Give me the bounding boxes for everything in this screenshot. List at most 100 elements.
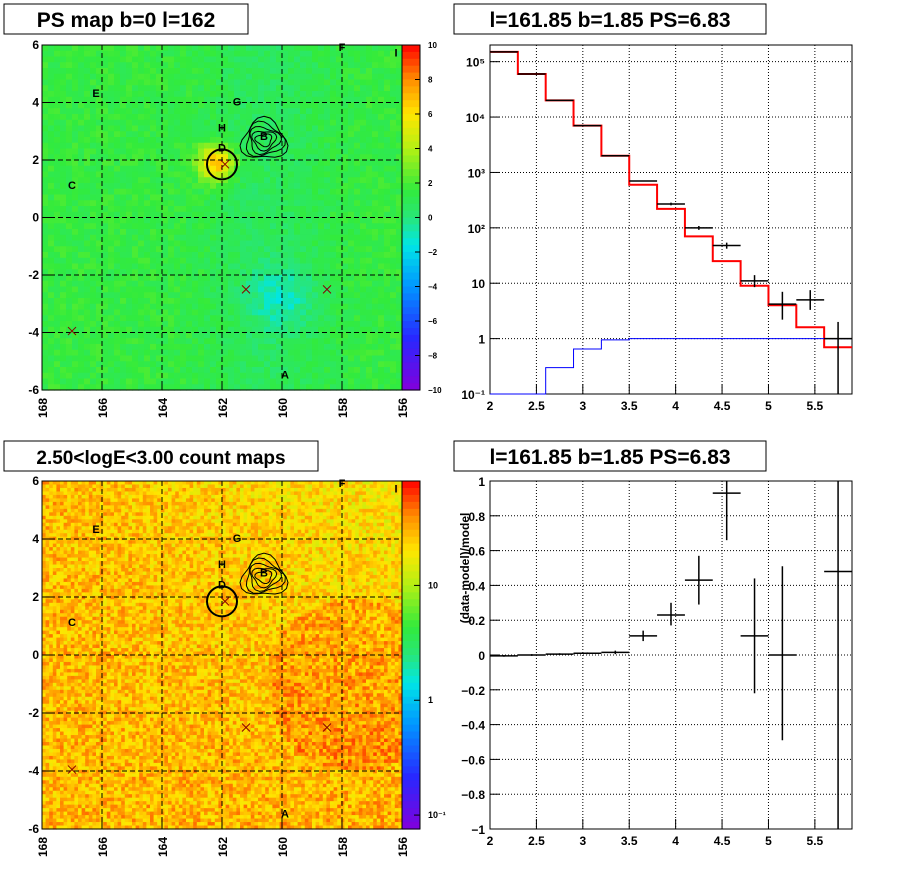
heatmap-cell	[82, 481, 86, 485]
heatmap-cell	[78, 519, 82, 523]
heatmap-cell	[48, 137, 55, 143]
heatmap-cell	[372, 304, 379, 310]
heatmap-cell	[222, 108, 229, 114]
heatmap-cell	[348, 281, 355, 287]
heatmap-cell	[264, 195, 271, 201]
heatmap-cell	[210, 85, 217, 91]
heatmap-cell	[78, 697, 82, 701]
heatmap-cell	[246, 264, 253, 270]
heatmap-cell	[42, 252, 49, 258]
heatmap-cell	[288, 304, 295, 310]
heatmap-cell	[126, 218, 133, 224]
heatmap-cell	[348, 85, 355, 91]
heatmap-cell	[56, 752, 60, 756]
heatmap-cell	[48, 103, 55, 109]
heatmap-cell	[64, 718, 68, 722]
heatmap-cell	[78, 91, 85, 97]
heatmap-cell	[174, 126, 181, 132]
heatmap-cell	[294, 258, 301, 264]
heatmap-cell	[228, 189, 235, 195]
heatmap-cell	[56, 627, 60, 631]
heatmap-cell	[240, 333, 247, 339]
heatmap-cell	[318, 356, 325, 362]
heatmap-cell	[60, 627, 64, 631]
heatmap-cell	[67, 777, 71, 781]
heatmap-cell	[120, 321, 127, 327]
y-tick-label: 6	[32, 38, 39, 52]
heatmap-cell	[42, 264, 49, 270]
heatmap-cell	[192, 62, 199, 68]
heatmap-cell	[366, 344, 373, 350]
heatmap-cell	[246, 62, 253, 68]
heatmap-cell	[186, 195, 193, 201]
heatmap-cell	[162, 149, 169, 155]
heatmap-cell	[46, 484, 50, 488]
heatmap-cell	[174, 321, 181, 327]
heatmap-cell	[102, 62, 109, 68]
heatmap-cell	[114, 103, 121, 109]
heatmap-cell	[264, 51, 271, 57]
heatmap-cell	[64, 603, 68, 607]
heatmap-cell	[67, 704, 71, 708]
heatmap-cell	[60, 547, 64, 551]
heatmap-cell	[240, 57, 247, 63]
heatmap-cell	[120, 264, 127, 270]
heatmap-cell	[42, 523, 46, 527]
heatmap-cell	[150, 62, 157, 68]
heatmap-cell	[192, 195, 199, 201]
heatmap-cell	[360, 45, 367, 51]
heatmap-cell	[348, 45, 355, 51]
heatmap-cell	[60, 160, 67, 166]
heatmap-cell	[162, 183, 169, 189]
heatmap-cell	[53, 714, 57, 718]
heatmap-cell	[168, 321, 175, 327]
heatmap-cell	[252, 241, 259, 247]
heatmap-cell	[48, 241, 55, 247]
y-tick-label: 10⁻¹	[461, 388, 485, 402]
heatmap-cell	[234, 310, 241, 316]
heatmap-cell	[53, 808, 57, 812]
heatmap-cell	[82, 686, 86, 690]
heatmap-cell	[348, 200, 355, 206]
heatmap-cell	[74, 780, 78, 784]
heatmap-cell	[366, 91, 373, 97]
heatmap-cell	[174, 166, 181, 172]
heatmap-cell	[264, 229, 271, 235]
heatmap-cell	[46, 655, 50, 659]
heatmap-cell	[342, 189, 349, 195]
heatmap-cell	[324, 350, 331, 356]
heatmap-cell	[168, 45, 175, 51]
heatmap-cell	[366, 166, 373, 172]
heatmap-cell	[354, 103, 361, 109]
heatmap-cell	[246, 275, 253, 281]
heatmap-cell	[49, 822, 53, 826]
heatmap-cell	[49, 624, 53, 628]
heatmap-cell	[74, 742, 78, 746]
colorbar-cell	[402, 121, 420, 128]
heatmap-cell	[324, 361, 331, 367]
heatmap-cell	[366, 338, 373, 344]
heatmap-cell	[102, 287, 109, 293]
heatmap-cell	[264, 223, 271, 229]
heatmap-cell	[222, 68, 229, 74]
heatmap-cell	[60, 658, 64, 662]
heatmap-cell	[342, 183, 349, 189]
heatmap-cell	[53, 739, 57, 743]
heatmap-cell	[49, 690, 53, 694]
heatmap-cell	[234, 149, 241, 155]
heatmap-cell	[71, 752, 75, 756]
heatmap-cell	[378, 126, 385, 132]
heatmap-cell	[210, 252, 217, 258]
heatmap-cell	[360, 229, 367, 235]
heatmap-cell	[306, 315, 313, 321]
heatmap-cell	[78, 658, 82, 662]
heatmap-cell	[372, 177, 379, 183]
heatmap-cell	[330, 206, 337, 212]
heatmap-cell	[174, 367, 181, 373]
heatmap-cell	[48, 252, 55, 258]
heatmap-cell	[78, 361, 85, 367]
heatmap-cell	[192, 74, 199, 80]
heatmap-cell	[78, 304, 85, 310]
heatmap-cell	[132, 149, 139, 155]
